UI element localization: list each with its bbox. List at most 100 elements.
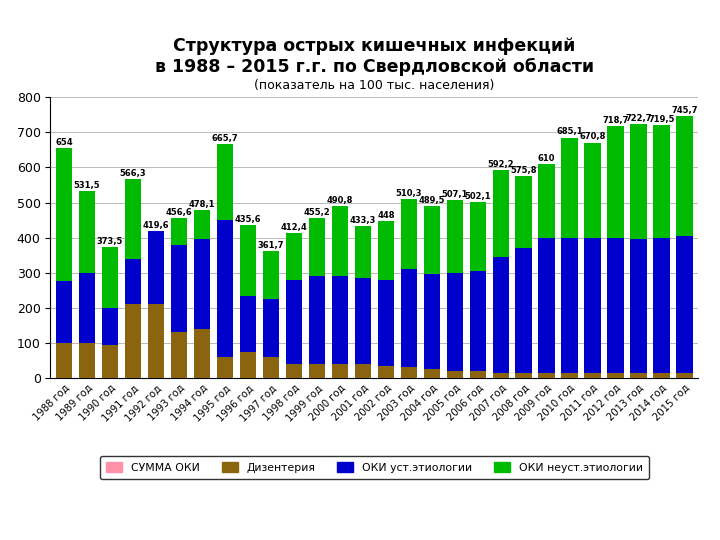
Bar	[286, 364, 302, 378]
Bar	[240, 225, 256, 378]
Bar	[516, 373, 532, 378]
Bar	[171, 218, 187, 245]
Bar	[309, 218, 325, 276]
Bar	[194, 210, 210, 378]
Bar	[446, 200, 463, 273]
Bar	[469, 202, 486, 271]
Bar	[631, 373, 647, 378]
Text: 373,5: 373,5	[97, 237, 123, 246]
Text: 531,5: 531,5	[74, 181, 101, 191]
Bar	[608, 126, 624, 378]
Text: 419,6: 419,6	[143, 221, 169, 230]
Bar	[492, 170, 509, 257]
Bar	[171, 245, 187, 333]
Bar	[377, 221, 394, 280]
Bar	[492, 257, 509, 373]
Bar	[377, 280, 394, 366]
Bar	[171, 218, 187, 378]
Text: 448: 448	[377, 211, 395, 220]
Bar	[377, 221, 394, 378]
Bar	[400, 199, 417, 378]
Bar	[148, 231, 164, 378]
Bar	[309, 276, 325, 364]
Bar	[539, 164, 555, 378]
Bar	[469, 271, 486, 371]
Bar	[355, 226, 372, 278]
Text: 510,3: 510,3	[395, 189, 422, 198]
Bar	[148, 231, 164, 305]
Bar	[102, 345, 118, 378]
Text: 507,1: 507,1	[441, 190, 468, 199]
Bar	[263, 299, 279, 357]
Text: 685,1: 685,1	[557, 127, 583, 137]
Bar	[562, 373, 578, 378]
Bar	[423, 206, 440, 378]
Bar	[676, 373, 693, 378]
Text: 455,2: 455,2	[304, 208, 330, 217]
Bar	[102, 308, 118, 345]
Bar	[608, 126, 624, 238]
Bar	[516, 176, 532, 378]
Bar	[676, 116, 693, 378]
Bar	[263, 251, 279, 378]
Bar	[309, 364, 325, 378]
Bar	[562, 138, 578, 378]
Legend: СУММА ОКИ, Дизентерия, ОКИ уст.этиологии, ОКИ неуст.этиологии: СУММА ОКИ, Дизентерия, ОКИ уст.этиологии…	[99, 456, 649, 480]
Bar	[125, 259, 141, 305]
Bar	[56, 343, 73, 378]
Text: 478,1: 478,1	[189, 200, 215, 209]
Bar	[125, 179, 141, 378]
Text: 456,6: 456,6	[166, 208, 192, 217]
Bar	[446, 273, 463, 371]
Text: 490,8: 490,8	[327, 195, 353, 205]
Bar	[631, 124, 647, 378]
Bar	[263, 357, 279, 378]
Bar	[562, 238, 578, 373]
Bar	[217, 357, 233, 378]
Bar	[194, 239, 210, 329]
Bar	[79, 343, 96, 378]
Bar	[332, 364, 348, 378]
Bar	[585, 143, 601, 378]
Bar	[400, 368, 417, 378]
Bar	[79, 192, 96, 378]
Bar	[355, 364, 372, 378]
Bar	[125, 305, 141, 378]
Bar	[286, 280, 302, 364]
Bar	[446, 371, 463, 378]
Bar	[585, 238, 601, 373]
Bar	[516, 248, 532, 373]
Bar	[631, 124, 647, 239]
Bar	[332, 206, 348, 276]
Bar	[240, 295, 256, 352]
Text: 719,5: 719,5	[649, 116, 675, 124]
Bar	[539, 164, 555, 238]
Bar	[423, 369, 440, 378]
Bar	[286, 233, 302, 378]
Bar	[469, 371, 486, 378]
Bar	[400, 199, 417, 269]
Text: 502,1: 502,1	[464, 192, 491, 201]
Bar	[332, 276, 348, 364]
Bar	[539, 373, 555, 378]
Bar	[492, 373, 509, 378]
Text: 718,7: 718,7	[603, 116, 629, 125]
Bar	[400, 269, 417, 368]
Text: 745,7: 745,7	[671, 106, 698, 115]
Bar	[240, 352, 256, 378]
Bar	[608, 238, 624, 373]
Text: 670,8: 670,8	[580, 132, 606, 141]
Bar	[676, 116, 693, 236]
Bar	[492, 170, 509, 378]
Bar	[423, 206, 440, 274]
Bar	[79, 273, 96, 343]
Bar	[171, 333, 187, 378]
Bar	[332, 206, 348, 378]
Text: (показатель на 100 тыс. населения): (показатель на 100 тыс. населения)	[254, 79, 495, 92]
Text: 412,4: 412,4	[281, 223, 307, 232]
Bar	[355, 226, 372, 378]
Text: 435,6: 435,6	[235, 215, 261, 224]
Bar	[423, 274, 440, 369]
Text: 489,5: 489,5	[418, 196, 445, 205]
Bar	[585, 373, 601, 378]
